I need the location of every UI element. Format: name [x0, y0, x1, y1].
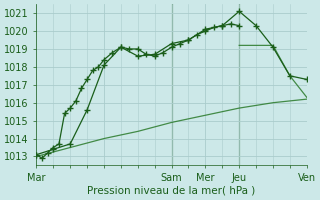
X-axis label: Pression niveau de la mer( hPa ): Pression niveau de la mer( hPa ) [87, 186, 256, 196]
